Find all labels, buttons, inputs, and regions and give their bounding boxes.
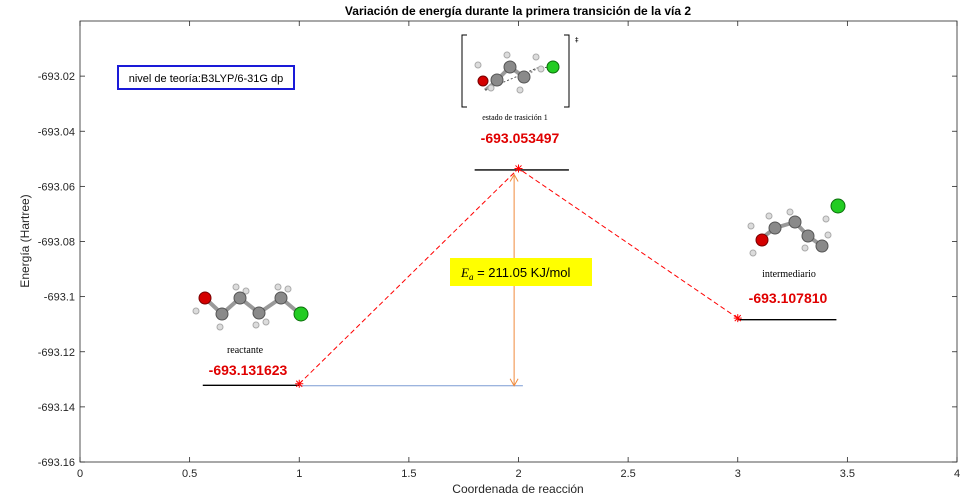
reactant-molecule-image xyxy=(192,283,309,331)
y-tick-label: -693.1 xyxy=(44,292,75,304)
x-tick-label: 0 xyxy=(77,468,83,480)
x-tick-label: 4 xyxy=(954,468,960,480)
x-tick-label: 3.5 xyxy=(840,468,855,480)
activation-arrow-head-bottom xyxy=(509,378,519,387)
activation-energy-box xyxy=(450,258,592,286)
y-tick-label: -693.08 xyxy=(38,237,75,249)
value-label-intermediate: -693.107810 xyxy=(749,290,828,306)
y-tick-label: -693.06 xyxy=(38,181,75,193)
intermediate-molecule-image xyxy=(747,198,846,257)
theory-box-text: nivel de teoría:B3LYP/6-31G dp xyxy=(129,73,284,85)
structure-label-intermediate: intermediario xyxy=(762,269,816,280)
ea-subscript: a xyxy=(469,272,474,282)
x-tick-label: 0.5 xyxy=(182,468,197,480)
y-axis-label: Energía (Hartree) xyxy=(18,194,32,287)
structure-label-reactant: reactante xyxy=(227,345,264,356)
axis-ticks: 0 0.5 1 1.5 2 2.5 3 3.5 4 -693.02 -693.04 -693.06 -6… xyxy=(38,21,960,480)
ea-symbol: E xyxy=(460,265,469,280)
y-tick-label: -693.14 xyxy=(38,402,75,414)
x-tick-label: 3 xyxy=(735,468,741,480)
series-group xyxy=(295,164,742,388)
y-tick-label: -693.02 xyxy=(38,71,75,83)
y-tick-label: -693.16 xyxy=(38,457,75,469)
double-dagger-symbol: ‡ xyxy=(575,36,579,44)
value-label-transition-state: -693.053497 xyxy=(481,130,560,146)
activation-arrow-head-top xyxy=(509,173,519,182)
energy-levels xyxy=(202,169,837,386)
y-tick-label: -693.04 xyxy=(38,126,75,138)
data-point-marker xyxy=(514,164,523,173)
y-tick-label: -693.12 xyxy=(38,347,75,359)
transition-state-brackets xyxy=(461,34,570,108)
data-point-marker xyxy=(733,314,742,323)
value-label-reactant: -693.131623 xyxy=(209,362,288,378)
transition-state-molecule-image xyxy=(474,51,560,94)
x-tick-label: 1 xyxy=(296,468,302,480)
chart-title: Variación de energía durante la primera … xyxy=(345,4,691,18)
x-tick-label: 2 xyxy=(515,468,521,480)
activation-energy-label: Ea = 211.05 KJ/mol xyxy=(460,265,571,282)
data-point-marker xyxy=(295,379,304,388)
x-tick-label: 2.5 xyxy=(620,468,635,480)
theory-box xyxy=(117,65,295,90)
x-axis-label: Coordenada de reacción xyxy=(452,482,583,496)
ea-value: = 211.05 KJ/mol xyxy=(473,265,570,280)
structure-label-transition-state: estado de trasición 1 xyxy=(482,113,548,122)
x-tick-label: 1.5 xyxy=(401,468,416,480)
